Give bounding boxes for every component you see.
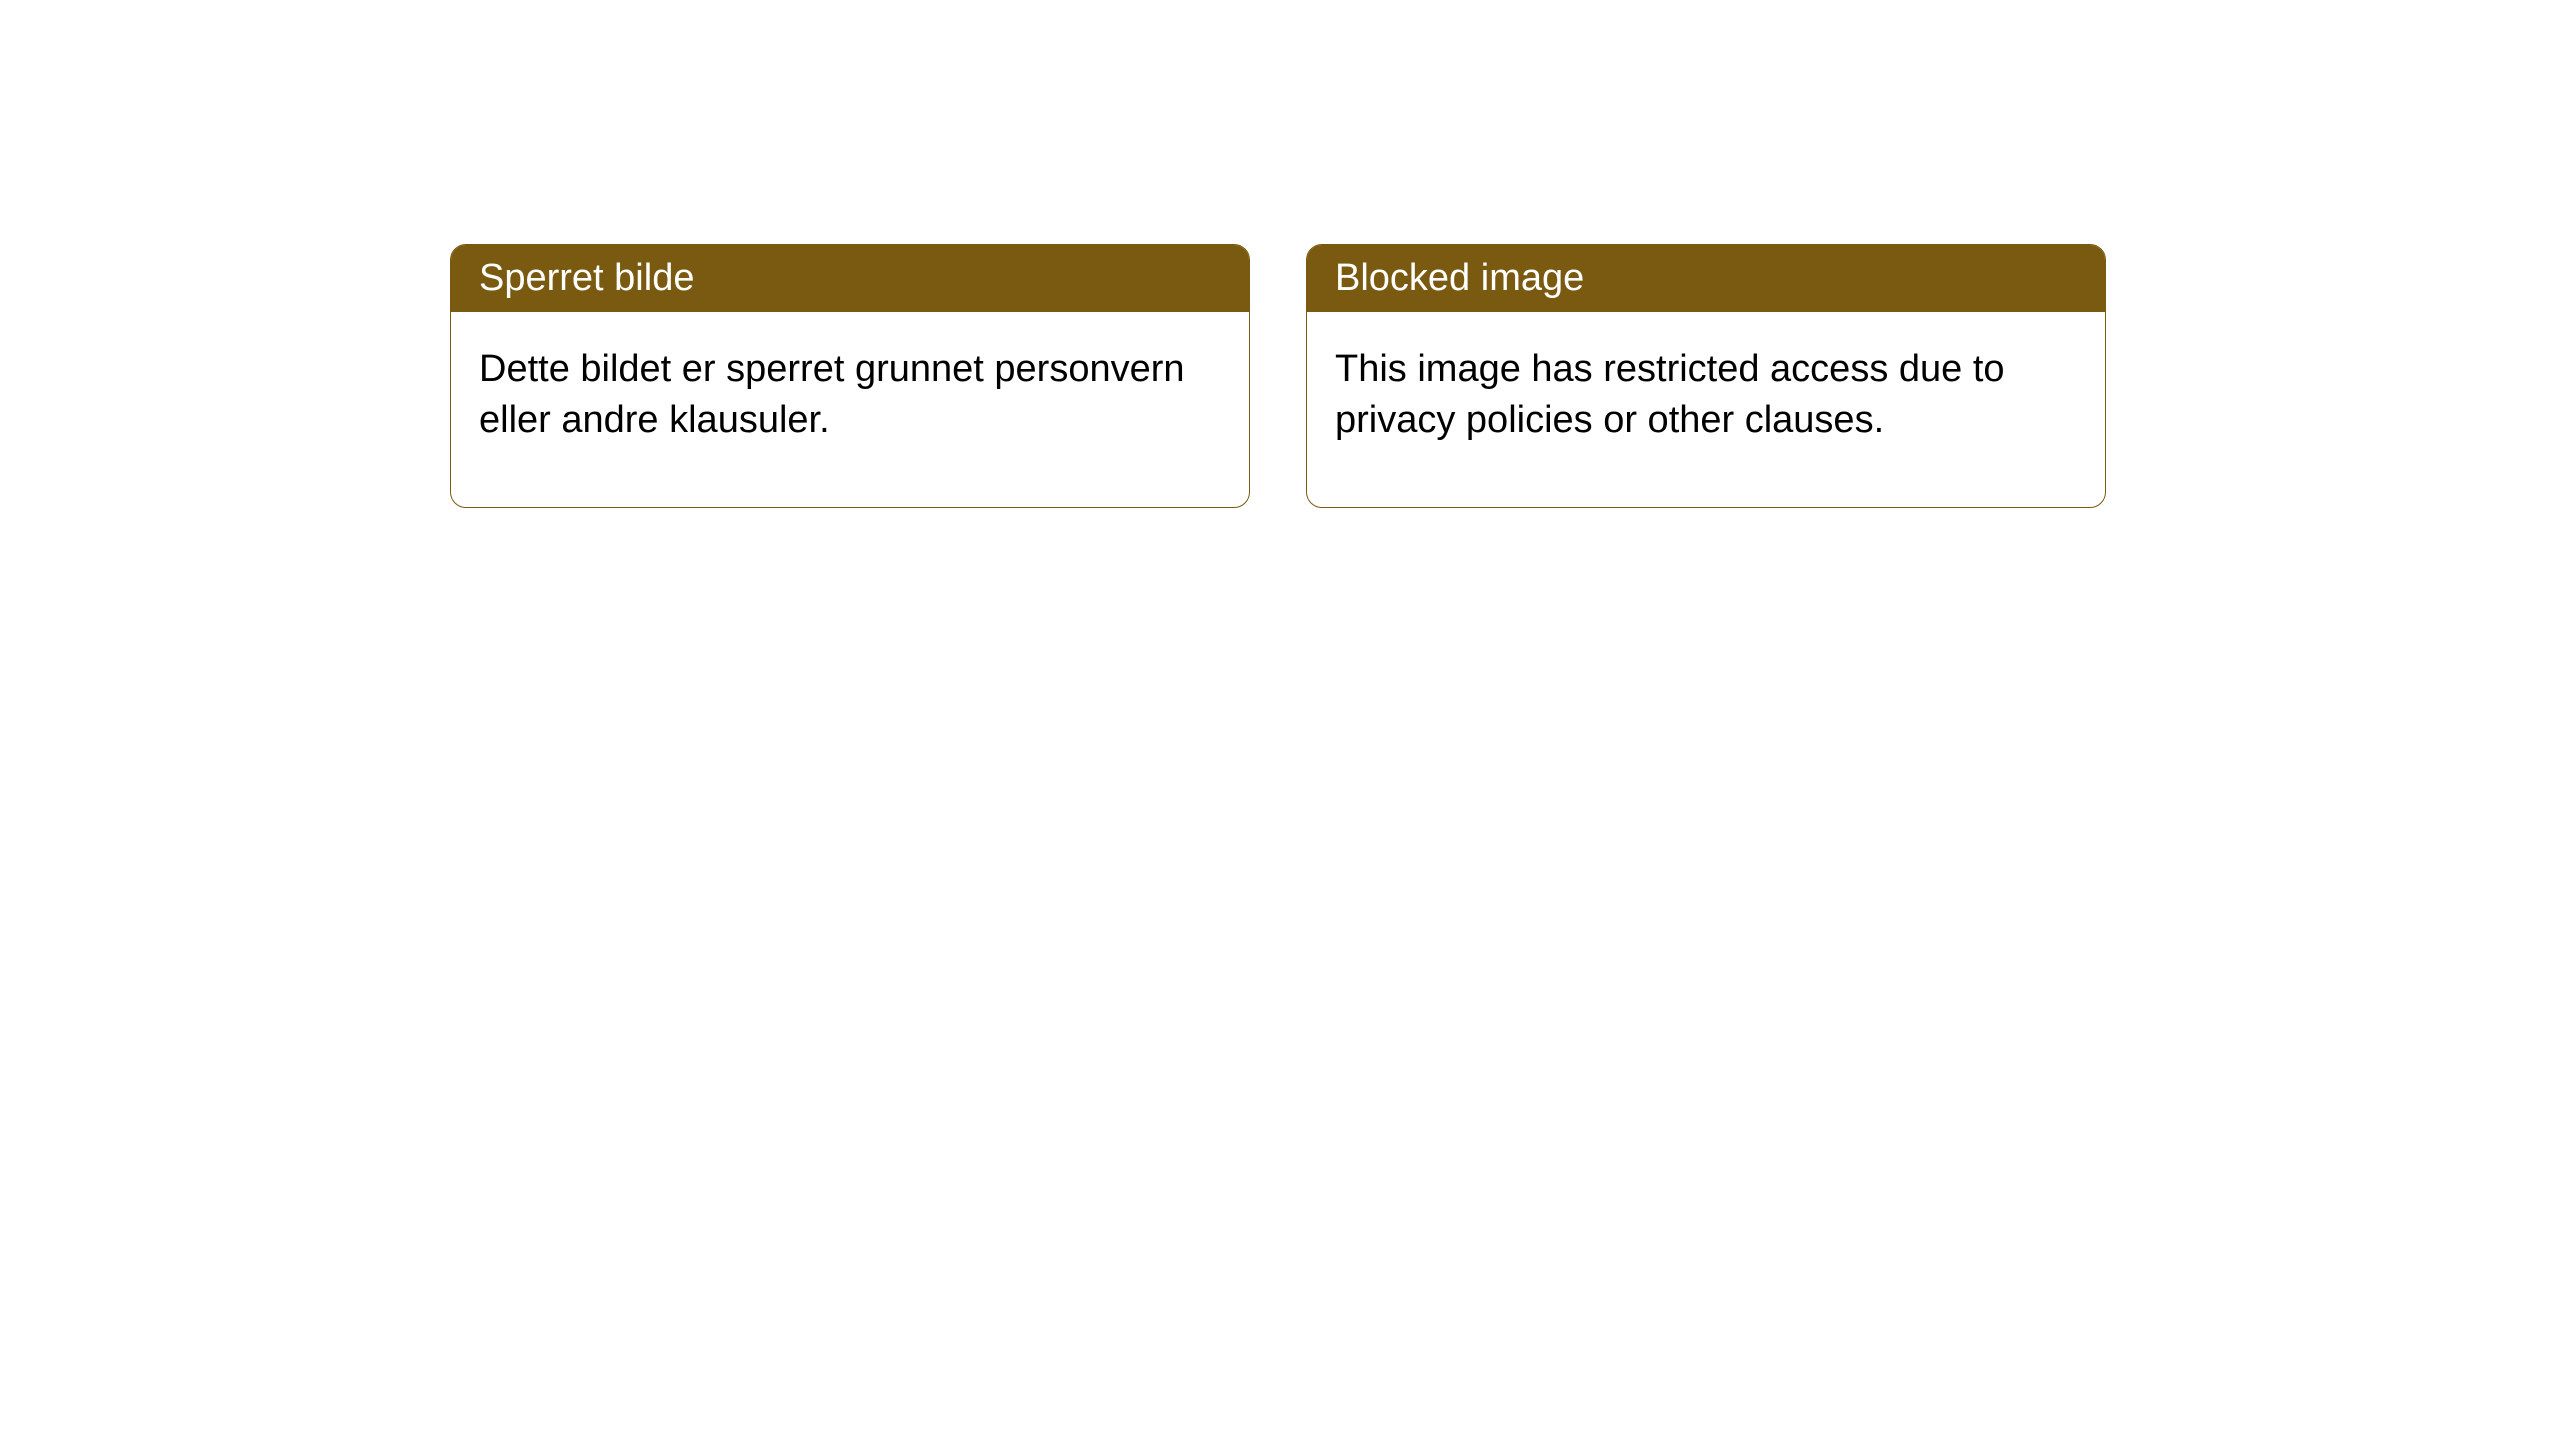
- cards-container: Sperret bilde Dette bildet er sperret gr…: [0, 0, 2560, 508]
- blocked-image-card-en: Blocked image This image has restricted …: [1306, 244, 2106, 508]
- card-header: Blocked image: [1307, 245, 2105, 312]
- card-body: Dette bildet er sperret grunnet personve…: [451, 312, 1249, 507]
- card-header: Sperret bilde: [451, 245, 1249, 312]
- card-body: This image has restricted access due to …: [1307, 312, 2105, 507]
- blocked-image-card-no: Sperret bilde Dette bildet er sperret gr…: [450, 244, 1250, 508]
